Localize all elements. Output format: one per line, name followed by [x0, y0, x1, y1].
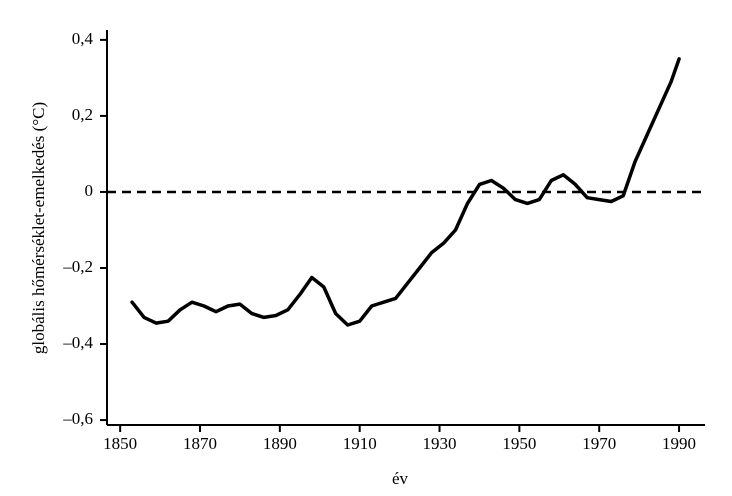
x-tick-label: 1990	[662, 434, 696, 453]
x-tick-label: 1870	[183, 434, 217, 453]
x-tick-label: 1850	[103, 434, 137, 453]
x-axis-label: év	[392, 469, 409, 488]
x-tick-label: 1970	[582, 434, 616, 453]
y-tick-label: –0,4	[62, 333, 93, 352]
y-tick-label: 0,2	[72, 105, 93, 124]
x-tick-label: 1910	[343, 434, 377, 453]
x-tick-label: 1930	[423, 434, 457, 453]
x-tick-label: 1950	[502, 434, 536, 453]
x-tick-label: 1890	[263, 434, 297, 453]
data-line	[130, 57, 681, 327]
y-axis-label: globális hőmérséklet-emelkedés (°C)	[29, 102, 48, 354]
y-tick-label: 0	[85, 181, 94, 200]
y-tick-label: –0,6	[62, 409, 93, 428]
y-tick-label: 0,4	[72, 29, 94, 48]
y-tick-label: –0,2	[62, 257, 93, 276]
